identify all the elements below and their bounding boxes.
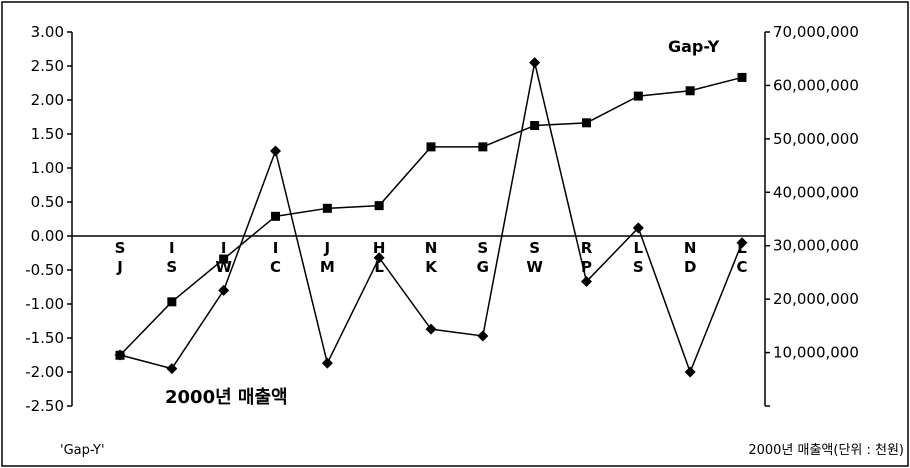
category-label-bottom: J xyxy=(116,258,123,276)
left-tick-label: 0.00 xyxy=(31,227,64,245)
sales-point xyxy=(426,142,436,152)
sales-point xyxy=(633,91,643,101)
series-label-sales: 2000년 매출액 xyxy=(165,387,288,408)
sales-point xyxy=(685,86,695,96)
sales-point xyxy=(374,201,384,211)
left-axis-label: 'Gap-Y' xyxy=(60,443,105,458)
category-label-top: N xyxy=(425,239,438,257)
category-label-top: I xyxy=(273,239,279,257)
left-tick-label: 2.00 xyxy=(31,91,64,109)
gap-y-point xyxy=(581,276,592,288)
gap-y-point xyxy=(684,366,696,378)
left-tick-label: 1.50 xyxy=(31,125,64,143)
left-tick-label: -2.50 xyxy=(25,397,64,415)
gap-y-point xyxy=(373,252,385,264)
category-label-bottom: M xyxy=(320,258,335,276)
category-label-bottom: G xyxy=(477,258,489,276)
category-label-bottom: C xyxy=(270,258,281,276)
category-label-bottom: S xyxy=(166,258,177,276)
left-tick-label: 3.00 xyxy=(31,23,64,41)
category-label-bottom: P xyxy=(581,258,592,276)
category-label-top: S xyxy=(115,239,126,257)
left-tick-label: -1.50 xyxy=(25,329,64,347)
category-label-top: R xyxy=(581,239,593,257)
series-layer xyxy=(114,57,748,378)
right-tick-label: 70,000,000 xyxy=(773,23,859,41)
category-label-top: H xyxy=(373,239,386,257)
gap-y-point xyxy=(529,57,541,69)
sales-point xyxy=(219,254,229,264)
gap-y-point xyxy=(270,145,281,157)
category-label-top: S xyxy=(477,239,488,257)
sales-point xyxy=(322,203,332,213)
left-tick-label: 1.00 xyxy=(31,159,64,177)
right-tick-label: 60,000,000 xyxy=(773,76,859,94)
gap-y-point xyxy=(321,357,333,369)
right-tick-label: 50,000,000 xyxy=(773,130,859,148)
left-tick-label: -1.00 xyxy=(25,295,64,313)
sales-point xyxy=(115,350,125,360)
gap-y-point xyxy=(425,323,437,335)
gap-y-point xyxy=(632,222,644,234)
category-label-top: I xyxy=(221,239,227,257)
left-tick-label: -0.50 xyxy=(25,261,64,279)
sales-point xyxy=(478,142,488,152)
right-tick-label: 30,000,000 xyxy=(773,237,859,255)
sales-point xyxy=(737,72,747,82)
gap-y-point xyxy=(736,237,748,249)
category-label-bottom: C xyxy=(736,258,747,276)
category-label-bottom: L xyxy=(374,258,384,276)
right-tick-label: 20,000,000 xyxy=(773,290,859,308)
category-label-top: N xyxy=(684,239,697,257)
sales-point xyxy=(530,121,540,130)
x-category-ticks: SJISIWICJMHLNKSGSWRPLSNDLC xyxy=(115,239,748,276)
right-tick-label: 40,000,000 xyxy=(773,183,859,201)
category-label-top: S xyxy=(529,239,540,257)
left-tick-label: 0.50 xyxy=(31,193,64,211)
category-label-bottom: S xyxy=(633,258,644,276)
left-y-ticks: 3.00 2.50 2.00 1.50 1.00 0.50 0.00 -0.50 -1.00 -1… xyxy=(25,23,72,415)
category-label-top: I xyxy=(169,239,175,257)
category-label-top: L xyxy=(634,239,644,257)
category-label-top: J xyxy=(324,239,331,257)
category-label-bottom: D xyxy=(684,258,696,276)
series-label-gap-y: Gap-Y xyxy=(668,37,720,56)
sales-point xyxy=(582,118,591,128)
category-label-bottom: K xyxy=(425,258,438,276)
gap-y-point xyxy=(477,330,489,342)
right-y-ticks: 70,000,000 60,000,000 50,000,000 40,000,000… xyxy=(765,23,859,407)
gap-y-point xyxy=(166,363,178,375)
right-axis-label: 2000년 매출액(단위 : 천원) xyxy=(748,443,904,458)
gap-y-point xyxy=(218,284,230,296)
sales-point xyxy=(271,211,280,221)
category-label-bottom: W xyxy=(526,258,543,276)
left-tick-label: 2.50 xyxy=(31,57,64,75)
left-tick-label: -2.00 xyxy=(25,363,64,381)
sales-point xyxy=(167,297,177,307)
right-tick-label: 10,000,000 xyxy=(773,344,859,362)
